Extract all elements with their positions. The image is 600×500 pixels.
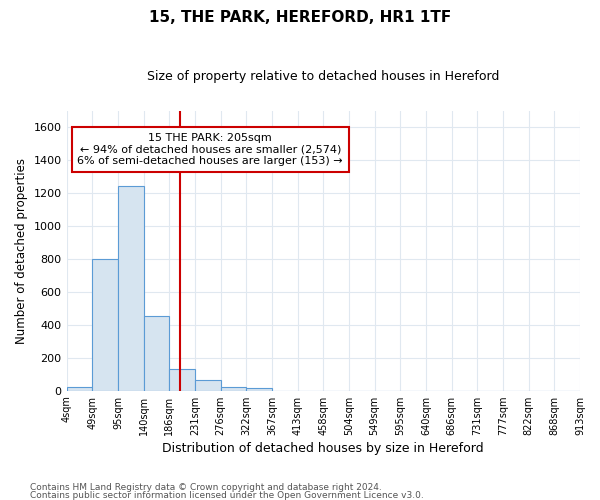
Text: 15, THE PARK, HEREFORD, HR1 1TF: 15, THE PARK, HEREFORD, HR1 1TF: [149, 10, 451, 25]
Bar: [221, 386, 246, 390]
Y-axis label: Number of detached properties: Number of detached properties: [15, 158, 28, 344]
Bar: [118, 186, 143, 390]
Text: Contains HM Land Registry data © Crown copyright and database right 2024.: Contains HM Land Registry data © Crown c…: [30, 483, 382, 492]
Bar: [143, 316, 169, 390]
Bar: [246, 388, 272, 390]
X-axis label: Distribution of detached houses by size in Hereford: Distribution of detached houses by size …: [163, 442, 484, 455]
Text: 15 THE PARK: 205sqm
← 94% of detached houses are smaller (2,574)
6% of semi-deta: 15 THE PARK: 205sqm ← 94% of detached ho…: [77, 133, 343, 166]
Bar: [92, 259, 118, 390]
Title: Size of property relative to detached houses in Hereford: Size of property relative to detached ho…: [147, 70, 499, 83]
Bar: [169, 370, 195, 390]
Text: Contains public sector information licensed under the Open Government Licence v3: Contains public sector information licen…: [30, 490, 424, 500]
Bar: [67, 388, 92, 390]
Bar: [195, 380, 221, 390]
